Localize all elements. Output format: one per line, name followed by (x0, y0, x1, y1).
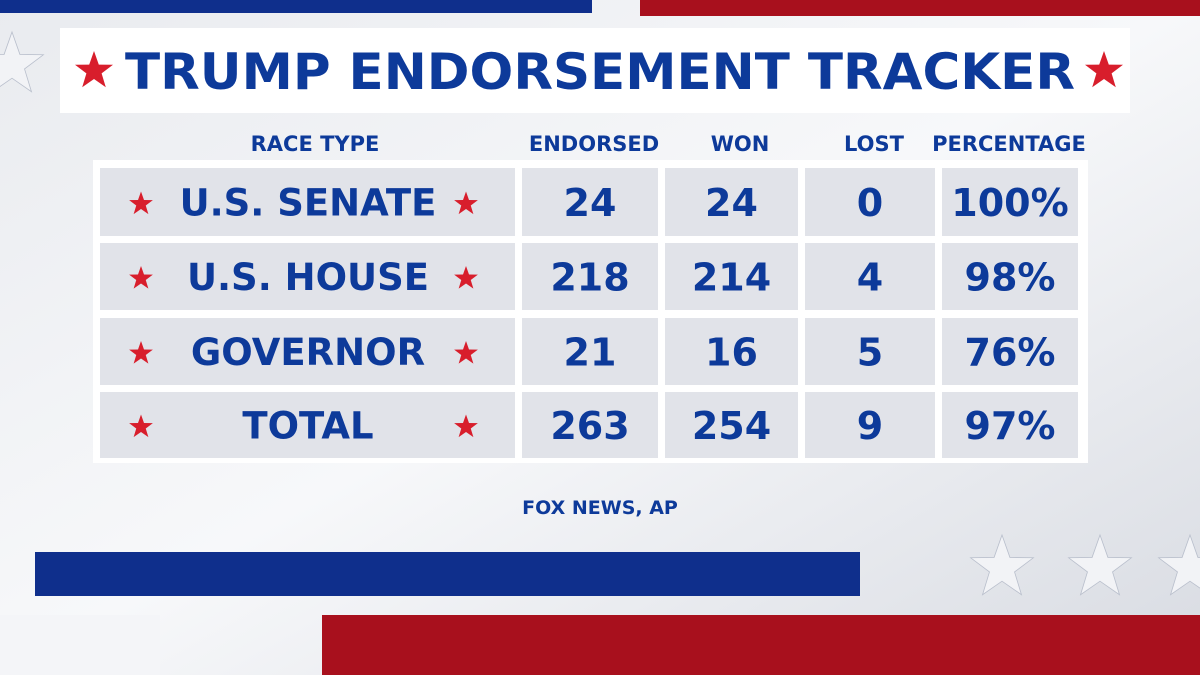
cell-value: 100% (951, 181, 1068, 225)
cell-value: 254 (692, 404, 771, 448)
cell (665, 318, 798, 385)
cell (100, 243, 515, 310)
cell-value: 5 (857, 331, 883, 375)
race-type: U.S. HOUSE (187, 256, 429, 299)
cell-value: 4 (857, 256, 883, 300)
title: TRUMP ENDORSEMENT TRACKER (125, 43, 1075, 101)
cell (100, 392, 515, 458)
cell (522, 318, 658, 385)
top-blue-bar (0, 0, 592, 13)
cell (942, 392, 1078, 458)
cell (942, 243, 1078, 310)
column-header: ENDORSED (529, 132, 659, 156)
column-header: LOST (844, 132, 905, 156)
cell (522, 243, 658, 310)
cell (805, 243, 935, 310)
title-box (60, 28, 1130, 113)
cell-value: 263 (550, 404, 629, 448)
cell (665, 243, 798, 310)
cell-value: 24 (564, 181, 617, 225)
cell-value: 9 (857, 404, 883, 448)
cell (805, 318, 935, 385)
cell (522, 168, 658, 236)
source: FOX NEWS, AP (522, 497, 678, 519)
cell (100, 168, 515, 236)
cell (522, 392, 658, 458)
cell-value: 0 (857, 181, 883, 225)
cell (942, 168, 1078, 236)
bottom-white-block (0, 615, 160, 675)
bottom-blue-bar (35, 552, 860, 596)
race-type: U.S. SENATE (180, 182, 437, 225)
cell-value: 218 (550, 256, 629, 300)
cell (665, 168, 798, 236)
cell (805, 168, 935, 236)
table: U.S. SENATE 24 24 0 100% U.S. HOUSE 218 214 4 98%… (93, 160, 1088, 463)
cell-value: 97% (965, 404, 1056, 448)
cell-value: 24 (705, 181, 758, 225)
cell-value: 16 (705, 331, 758, 375)
bottom-red-bar (322, 615, 1200, 675)
cell (665, 392, 798, 458)
cell-value: 98% (965, 256, 1056, 300)
cell (100, 318, 515, 385)
top-red-bar (640, 0, 1200, 16)
cell (805, 392, 935, 458)
cell-value: 21 (564, 331, 617, 375)
race-type: TOTAL (242, 405, 373, 448)
cell-value: 214 (692, 256, 771, 300)
column-header: WON (711, 132, 770, 156)
race-type: GOVERNOR (191, 331, 425, 374)
column-header: PERCENTAGE (932, 132, 1086, 156)
cell-value: 76% (965, 331, 1056, 375)
column-header: RACE TYPE (251, 132, 380, 156)
cell (942, 318, 1078, 385)
